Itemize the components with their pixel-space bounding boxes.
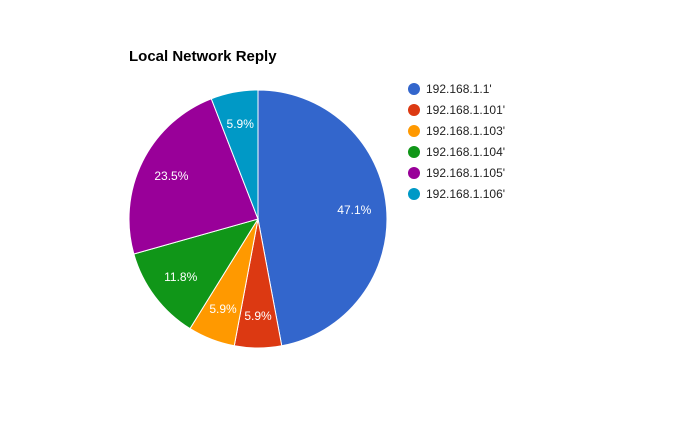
pie-slice-labels: 47.1% 5.9% 5.9% 11.8% 23.5% 5.9% (154, 117, 371, 323)
pie-slice-label-5: 23.5% (154, 169, 188, 183)
legend-label-4: 192.168.1.104' (426, 145, 505, 159)
legend-label-1: 192.168.1.1' (426, 82, 492, 96)
chart-title: Local Network Reply (129, 48, 277, 65)
legend-swatch-1 (408, 83, 420, 95)
pie-slice-label-2: 5.9% (244, 309, 272, 323)
legend-label-3: 192.168.1.103' (426, 124, 505, 138)
legend-label-5: 192.168.1.105' (426, 166, 505, 180)
pie-slice-label-6: 5.9% (227, 117, 255, 131)
legend-swatch-5 (408, 167, 420, 179)
legend-swatch-4 (408, 146, 420, 158)
pie-slice-6[interactable] (210, 89, 259, 220)
legend-swatch-2 (408, 104, 420, 116)
pie-slice-label-1: 47.1% (337, 203, 371, 217)
legend-swatch-6 (408, 188, 420, 200)
pie-slice-4[interactable] (133, 218, 260, 330)
pie-slices (128, 89, 388, 349)
legend-label-2: 192.168.1.101' (426, 103, 505, 117)
legend-item-2[interactable]: 192.168.1.101' (408, 103, 505, 117)
legend-swatch-3 (408, 125, 420, 137)
legend-item-3[interactable]: 192.168.1.103' (408, 124, 505, 138)
pie-slice-1[interactable] (257, 89, 388, 347)
legend-label-6: 192.168.1.106' (426, 187, 505, 201)
legend: 192.168.1.1' 192.168.1.101' 192.168.1.103'… (408, 82, 505, 201)
legend-item-6[interactable]: 192.168.1.106' (408, 187, 505, 201)
pie-slice-label-3: 5.9% (209, 302, 237, 316)
legend-item-5[interactable]: 192.168.1.105' (408, 166, 505, 180)
legend-item-4[interactable]: 192.168.1.104' (408, 145, 505, 159)
pie-slice-label-4: 11.8% (164, 270, 197, 284)
legend-item-1[interactable]: 192.168.1.1' (408, 82, 492, 96)
pie-slice-5[interactable] (128, 98, 259, 255)
